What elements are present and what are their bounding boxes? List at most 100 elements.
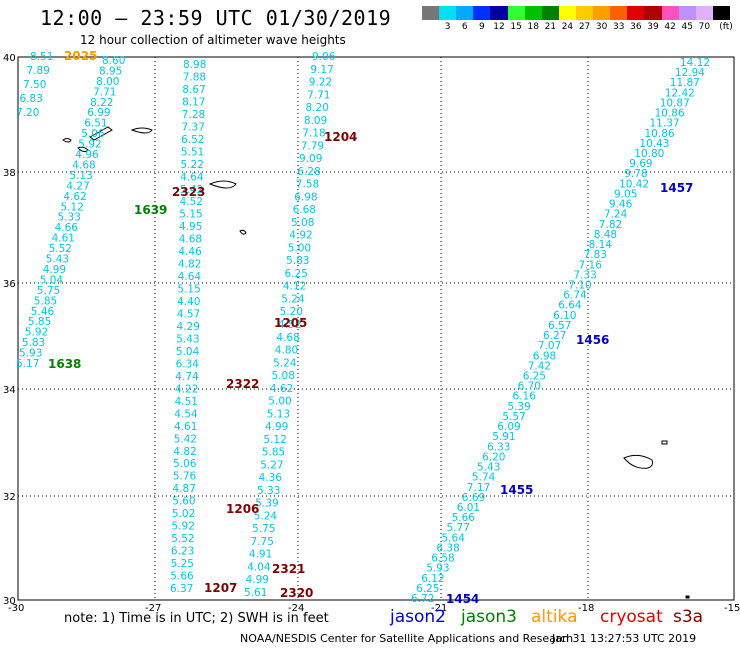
swh-value: 4.92 — [289, 230, 312, 242]
swh-value: 5.93 — [19, 348, 42, 360]
legend-label: 9 — [479, 22, 485, 32]
swh-value: 5.08 — [291, 217, 314, 229]
swh-value: 4.62 — [63, 191, 86, 203]
swh-value: 6.69 — [462, 492, 485, 504]
color-scale-legend: 3 6 9 12 15 18 21 24 27 30 33 36 39 42 45 70 (ft) — [422, 6, 733, 36]
legend-swatch — [576, 6, 594, 20]
swh-value: 5.92 — [25, 327, 48, 339]
swh-value: 5.04 — [176, 346, 200, 358]
legend-swatch — [558, 6, 577, 20]
satellite-name: jason2 — [390, 607, 446, 627]
swh-value: 9.69 — [629, 158, 652, 170]
swh-value: 5.04 — [40, 274, 64, 286]
swh-value: 4.40 — [177, 296, 200, 308]
pass-label: 2321 — [272, 562, 305, 576]
swh-value: 6.28 — [297, 166, 320, 178]
swh-value: 5.15 — [179, 209, 202, 221]
lon-label: -18 — [578, 603, 594, 614]
swh-value: 6.25 — [285, 268, 308, 280]
legend-swatch — [541, 6, 560, 20]
swh-value: 7.17 — [467, 482, 490, 494]
swh-value: 6.12 — [421, 573, 444, 585]
swh-value: 4.99 — [265, 421, 288, 433]
swh-value: 5.51 — [181, 146, 204, 158]
swh-value: 5.39 — [507, 401, 530, 413]
swh-value: 8.17 — [182, 96, 205, 108]
swh-value: 5.02 — [172, 508, 195, 520]
swh-value: 8.22 — [90, 97, 113, 109]
swh-value: 8.60 — [102, 55, 125, 67]
swh-value: 5.42 — [180, 184, 203, 196]
legend-label: 42 — [664, 22, 676, 32]
swh-value: 5.60 — [172, 496, 195, 508]
legend-label: 12 — [493, 22, 505, 32]
swh-value: 5.22 — [181, 159, 204, 171]
pass-label: 2025 — [64, 49, 97, 63]
swh-value: 6.23 — [171, 546, 194, 558]
swh-value: 5.27 — [260, 459, 283, 471]
map-subtitle: 12 hour collection of altimeter wave hei… — [80, 33, 346, 47]
swh-tracks: 8.517.897.506.837.208.608.958.007.718.22… — [16, 51, 710, 605]
swh-value: 5.92 — [78, 139, 101, 151]
swh-value: 10.86 — [645, 128, 675, 140]
legend-swatch — [695, 6, 714, 20]
lat-label: 30 — [3, 596, 16, 607]
swh-value: 5.24 — [254, 510, 278, 522]
swh-value: 6.68 — [293, 204, 316, 216]
swh-value: 6.16 — [513, 391, 537, 403]
swh-value: 6.01 — [457, 502, 480, 514]
swh-value: 4.64 — [180, 171, 204, 183]
swh-value: 6.72 — [411, 593, 434, 605]
swh-value: 4.91 — [249, 549, 272, 561]
swh-value: 4.87 — [173, 483, 196, 495]
swh-value: 4.12 — [283, 281, 306, 293]
legend-label: 33 — [613, 22, 625, 32]
swh-value: 8.20 — [306, 102, 329, 114]
swh-value: 4.68 — [179, 234, 202, 246]
swh-value: 4.29 — [177, 321, 200, 333]
legend-label: 27 — [578, 22, 591, 32]
swh-value: 7.71 — [93, 86, 116, 98]
legend-label: 30 — [595, 22, 608, 32]
pass-label: 2323 — [172, 185, 205, 199]
satellite-name: cryosat — [600, 607, 663, 627]
island-faial — [89, 126, 113, 141]
island-terceira — [208, 180, 237, 189]
swh-value: 5.85 — [28, 316, 51, 328]
swh-value: 10.86 — [655, 108, 685, 120]
pass-label: 1639 — [134, 203, 167, 217]
swh-value: 5.33 — [58, 212, 81, 224]
swh-value: 5.66 — [170, 571, 194, 583]
swh-value: 5.83 — [286, 255, 309, 267]
swh-value: 5.74 — [472, 472, 496, 484]
legend-swatch — [422, 6, 440, 20]
swh-value: 7.37 — [182, 121, 205, 133]
legend-swatch — [456, 6, 474, 20]
swh-value: 4.46 — [178, 246, 202, 258]
swh-value: 7.50 — [23, 79, 46, 91]
swh-value: 5.43 — [46, 254, 69, 266]
swh-value: 5.93 — [426, 563, 449, 575]
legend-swatch — [712, 6, 731, 20]
swh-value: 5.77 — [447, 522, 470, 534]
swh-value: 8.48 — [594, 229, 617, 241]
swh-value: 5.39 — [255, 498, 278, 510]
lon-label: -21 — [431, 603, 447, 614]
lon-label: -15 — [724, 603, 740, 614]
swh-value: 12.42 — [665, 87, 695, 99]
legend-label: 39 — [647, 22, 659, 32]
map-frame — [17, 56, 735, 601]
swh-value: 5.08 — [272, 370, 295, 382]
legend-label: 3 — [444, 22, 451, 32]
satellite-name: altika — [531, 607, 578, 627]
swh-value: 5.12 — [61, 201, 84, 213]
legend-label: 70 — [698, 22, 711, 32]
lon-label: -24 — [288, 603, 304, 614]
swh-value: 6.74 — [563, 290, 587, 302]
swh-value: 4.61 — [52, 233, 75, 245]
lat-label: 40 — [3, 53, 16, 64]
swh-value: 6.20 — [482, 451, 505, 463]
axis-labels: 40 38 36 34 32 30-30 -27 -24 -21 -18 -15 — [3, 53, 740, 614]
swh-value: 8.95 — [99, 65, 122, 77]
swh-value: 6.99 — [87, 107, 110, 119]
